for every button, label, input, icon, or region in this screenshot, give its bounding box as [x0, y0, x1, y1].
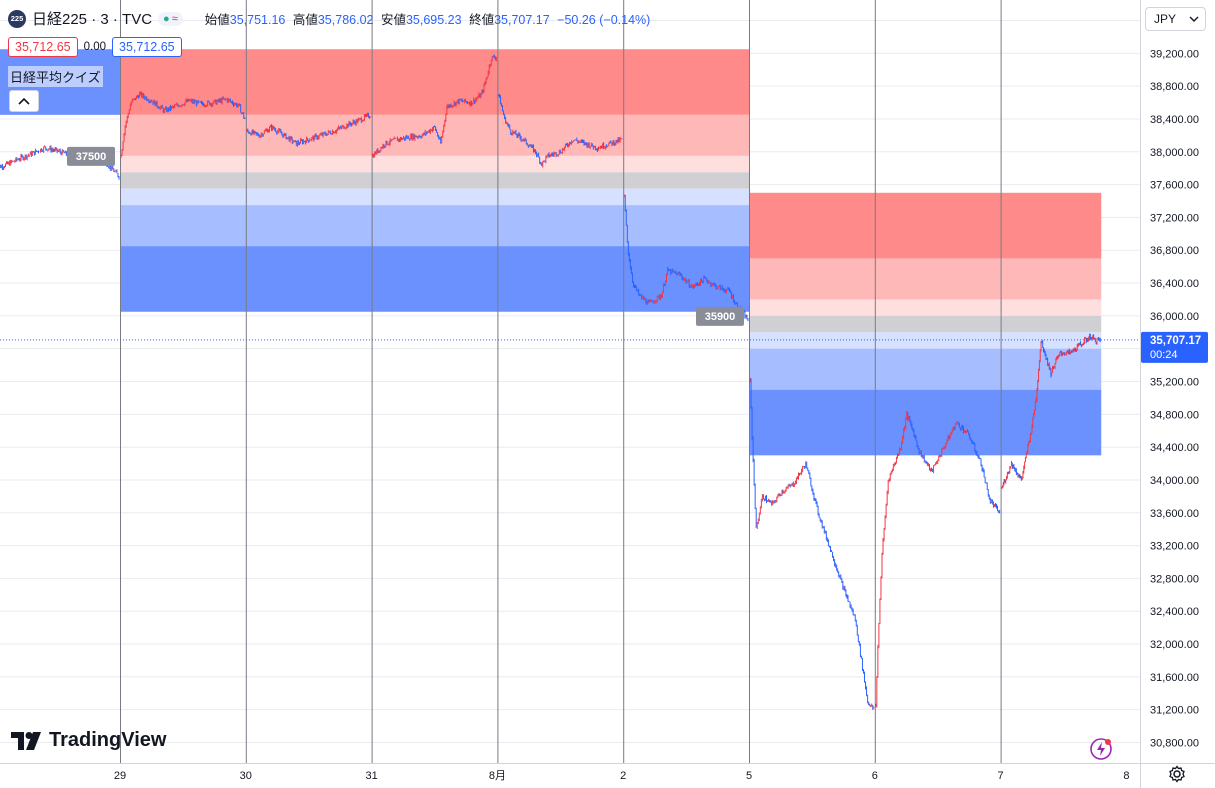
price-tick-label: 37,600.00: [1150, 180, 1199, 192]
indicator-legend[interactable]: 日経平均クイズ: [8, 66, 103, 87]
time-tick-label: 31: [365, 770, 377, 782]
chevron-up-icon: [18, 97, 30, 105]
time-tick-label: 2: [620, 770, 626, 782]
open-value: 35,751.16: [229, 13, 286, 27]
price-tick-label: 35,200.00: [1150, 377, 1199, 389]
price-tick-label: 36,000.00: [1150, 311, 1199, 323]
chart-header: 225 日経225 · 3 · TVC ● ≈ 始値35,751.16 高値35…: [8, 8, 654, 29]
ohlc-values: 始値35,751.16 高値35,786.02 安値35,695.23 終値35…: [205, 9, 655, 28]
trade-buttons: 35,712.65 0.00 35,712.65: [8, 37, 182, 57]
price-tick-label: 38,800.00: [1150, 81, 1199, 93]
price-tick-label: 34,000.00: [1150, 475, 1199, 487]
price-tick-label: 38,400.00: [1150, 114, 1199, 126]
zone-band: [749, 299, 1102, 316]
change-value: −50.26 (−0.14%): [557, 13, 651, 27]
price-tick-label: 37,200.00: [1150, 212, 1199, 224]
price-tick-label: 34,400.00: [1150, 442, 1199, 454]
settings-gear-icon[interactable]: [1168, 765, 1186, 783]
price-tick-label: 32,400.00: [1150, 606, 1199, 618]
collapse-legend-button[interactable]: [9, 90, 39, 112]
tradingview-logo[interactable]: TradingView: [11, 729, 166, 752]
zone-band: [749, 192, 1102, 259]
data-delay-wave-icon: ≈: [171, 12, 178, 25]
annotation-box: [696, 306, 744, 326]
price-axis[interactable]: 30,800.00 31,200.00 31,600.00 32,000.00 32,4…: [1141, 16, 1208, 750]
buy-button[interactable]: 35,712.65: [112, 37, 182, 57]
logo-text: TradingView: [49, 729, 167, 751]
zone-band: [749, 389, 1102, 456]
price-tick-label: 31,200.00: [1150, 705, 1199, 717]
price-tick-label: 39,200.00: [1150, 48, 1199, 60]
zone-band: [749, 258, 1102, 300]
time-tick-label: 29: [114, 770, 126, 782]
time-tick-label: 30: [240, 770, 252, 782]
close-value: 35,707.17: [494, 13, 550, 27]
last-price-label: 35,707.17: [1150, 335, 1201, 347]
open-label: 始値: [204, 13, 230, 27]
price-tick-label: 34,800.00: [1150, 409, 1199, 421]
time-tick-label: 6: [872, 770, 878, 782]
price-tick-label: 33,200.00: [1150, 541, 1199, 553]
sell-button[interactable]: 35,712.65: [8, 37, 78, 57]
price-tick-label: 33,600.00: [1150, 508, 1199, 520]
annotation-label: 37500: [76, 151, 107, 163]
low-value: 35,695.23: [405, 13, 462, 27]
symbol-title[interactable]: 日経225 · 3 · TVC: [32, 11, 153, 28]
price-tick-label: 32,000.00: [1150, 639, 1199, 651]
zone-band: [120, 246, 749, 312]
low-label: 安値: [380, 13, 406, 27]
price-tick-label: 38,000.00: [1150, 147, 1199, 159]
time-tick-label: 8: [1123, 770, 1129, 782]
symbol-badge[interactable]: 225: [8, 9, 26, 28]
zone-band: [120, 49, 749, 115]
close-label: 終値: [469, 13, 495, 27]
time-tick-label: 5: [746, 770, 752, 782]
market-open-dot-icon: ●: [163, 12, 170, 25]
annotation-label: 35900: [705, 311, 736, 323]
zone-band: [120, 155, 749, 173]
last-price-tag: [1141, 331, 1208, 363]
zone-band: [749, 348, 1102, 390]
high-label: 高値: [292, 13, 318, 27]
annotation-box: [67, 146, 115, 166]
zone-band: [749, 315, 1102, 333]
zone-band: [120, 188, 749, 206]
price-tick-label: 36,400.00: [1150, 278, 1199, 290]
zone-band: [749, 332, 1102, 349]
lightning-icon[interactable]: [1089, 737, 1113, 761]
price-tick-label: 36,800.00: [1150, 245, 1199, 257]
time-tick-label: 7: [998, 770, 1004, 782]
chevron-down-icon: [1189, 16, 1199, 22]
price-annotations: 37500 35900: [67, 146, 744, 326]
zone-band: [120, 114, 749, 156]
high-value: 35,786.02: [317, 13, 374, 27]
currency-select[interactable]: JPY: [1145, 7, 1206, 31]
spread-value: 0.00: [83, 41, 106, 53]
price-tick-label: 32,800.00: [1150, 573, 1199, 585]
zone-band: [120, 172, 749, 189]
tradingview-mark-icon: [11, 731, 41, 750]
status-pill[interactable]: ● ≈: [158, 11, 183, 26]
zone-bands: [0, 49, 1102, 456]
zone-band: [120, 205, 749, 247]
price-tick-label: 30,800.00: [1150, 737, 1199, 749]
time-axis[interactable]: 29 30 31 8月 2 5 6 7 8: [114, 770, 1130, 782]
countdown-label: 00:24: [1150, 349, 1178, 361]
currency-value: JPY: [1154, 12, 1177, 26]
time-tick-label: 8月: [489, 770, 506, 782]
price-tick-label: 31,600.00: [1150, 672, 1199, 684]
